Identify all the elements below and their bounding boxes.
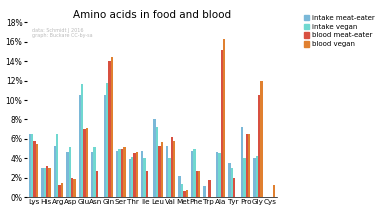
Bar bbox=[96, 171, 98, 197]
Bar bbox=[93, 147, 96, 197]
Bar bbox=[73, 179, 76, 197]
Bar bbox=[121, 149, 123, 197]
Bar bbox=[41, 168, 44, 197]
Bar bbox=[79, 95, 81, 197]
Bar bbox=[231, 168, 233, 197]
Bar bbox=[123, 147, 125, 197]
Bar bbox=[156, 127, 158, 197]
Title: Amino acids in food and blood: Amino acids in food and blood bbox=[73, 10, 231, 20]
Bar bbox=[196, 171, 198, 197]
Bar bbox=[68, 147, 71, 197]
Bar bbox=[158, 146, 161, 197]
Bar bbox=[119, 149, 121, 197]
Bar bbox=[106, 83, 108, 197]
Bar bbox=[136, 153, 138, 197]
Bar bbox=[116, 151, 119, 197]
Bar bbox=[36, 144, 38, 197]
Bar bbox=[66, 153, 68, 197]
Bar bbox=[273, 185, 275, 197]
Bar bbox=[143, 158, 146, 197]
Bar bbox=[191, 151, 193, 197]
Bar bbox=[108, 61, 111, 197]
Bar bbox=[233, 178, 236, 197]
Bar bbox=[183, 191, 185, 197]
Bar bbox=[243, 158, 245, 197]
Bar bbox=[171, 137, 173, 197]
Bar bbox=[29, 134, 31, 197]
Text: data: Schmidt J 2016
graph: Buckare CC-by-sa: data: Schmidt J 2016 graph: Buckare CC-b… bbox=[32, 28, 92, 39]
Bar bbox=[203, 186, 206, 197]
Bar bbox=[241, 127, 243, 197]
Bar bbox=[179, 176, 181, 197]
Bar bbox=[61, 183, 63, 197]
Bar bbox=[168, 158, 171, 197]
Bar bbox=[223, 39, 225, 197]
Bar bbox=[54, 146, 56, 197]
Bar bbox=[48, 168, 51, 197]
Bar bbox=[56, 134, 59, 197]
Bar bbox=[228, 163, 231, 197]
Bar bbox=[256, 156, 258, 197]
Bar bbox=[141, 151, 143, 197]
Bar bbox=[166, 146, 168, 197]
Bar bbox=[198, 171, 200, 197]
Bar bbox=[260, 81, 263, 197]
Bar bbox=[104, 95, 106, 197]
Bar bbox=[133, 153, 136, 197]
Bar bbox=[253, 158, 256, 197]
Bar bbox=[154, 119, 156, 197]
Bar bbox=[208, 180, 211, 197]
Bar bbox=[258, 95, 260, 197]
Bar bbox=[161, 142, 163, 197]
Bar bbox=[248, 134, 250, 197]
Bar bbox=[245, 134, 248, 197]
Bar bbox=[221, 50, 223, 197]
Bar bbox=[91, 153, 93, 197]
Bar bbox=[59, 185, 61, 197]
Bar bbox=[46, 166, 48, 197]
Bar bbox=[218, 153, 221, 197]
Bar bbox=[216, 153, 218, 197]
Legend: intake meat-eater, intake vegan, blood meat-eater, blood vegan: intake meat-eater, intake vegan, blood m… bbox=[304, 15, 375, 47]
Bar bbox=[173, 141, 176, 197]
Bar bbox=[181, 183, 183, 197]
Bar bbox=[83, 129, 86, 197]
Bar bbox=[146, 171, 148, 197]
Bar bbox=[81, 84, 83, 197]
Bar bbox=[193, 149, 196, 197]
Bar bbox=[86, 128, 88, 197]
Bar bbox=[33, 141, 36, 197]
Bar bbox=[71, 178, 73, 197]
Bar bbox=[128, 159, 131, 197]
Bar bbox=[131, 157, 133, 197]
Bar bbox=[185, 190, 188, 197]
Bar bbox=[111, 57, 113, 197]
Bar bbox=[31, 134, 33, 197]
Bar bbox=[44, 168, 46, 197]
